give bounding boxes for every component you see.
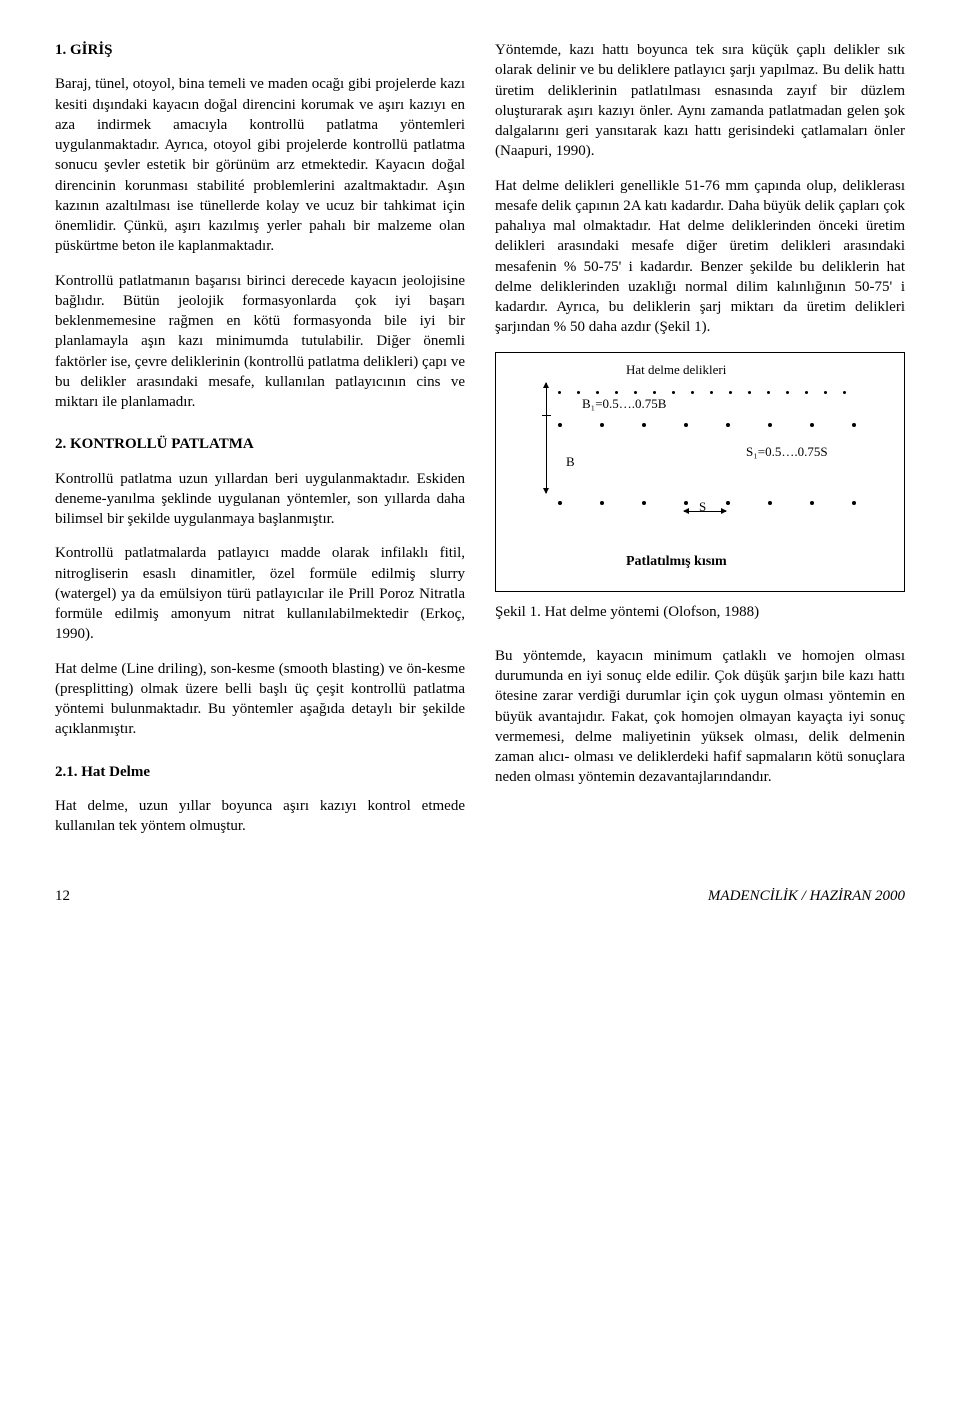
figure-b1-label: B₁=0.5….0.75B [582,395,666,413]
figure-1-caption: Şekil 1. Hat delme yöntemi (Olofson, 198… [495,602,905,622]
paragraph: Baraj, tünel, otoyol, bina temeli ve mad… [55,74,465,256]
figure-B-label: B [566,453,575,471]
section-1-heading: 1. GİRİŞ [55,40,465,60]
paragraph: Kontrollü patlatmanın başarısı birinci d… [55,271,465,413]
paragraph: Hat delme delikleri genellikle 51-76 mm … [495,176,905,338]
hole-row-mid [558,415,894,433]
page-footer: 12 MADENCİLİK / HAZİRAN 2000 [55,886,905,906]
right-column: Yöntemde, kazı hattı boyunca tek sıra kü… [495,40,905,850]
paragraph: Hat delme, uzun yıllar boyunca aşırı kaz… [55,796,465,837]
page-number: 12 [55,886,70,906]
figure-S-label: S [699,498,706,516]
two-column-layout: 1. GİRİŞ Baraj, tünel, otoyol, bina teme… [55,40,905,850]
figure-s1-label: S₁=0.5….0.75S [746,443,828,461]
paragraph: Kontrollü patlatma uzun yıllardan beri u… [55,469,465,530]
section-2-1-heading: 2.1. Hat Delme [55,762,465,782]
vertical-dimension-arrow [546,383,547,493]
paragraph: Kontrollü patlatmalarda patlayıcı madde … [55,543,465,644]
paragraph: Bu yöntemde, kayacın minimum çatlaklı ve… [495,646,905,788]
figure-top-label: Hat delme delikleri [626,361,726,379]
figure-bottom-label: Patlatılmış kısım [626,553,727,572]
journal-name: MADENCİLİK / HAZİRAN 2000 [708,886,905,906]
paragraph: Hat delme (Line driling), son-kesme (smo… [55,659,465,740]
section-2-heading: 2. KONTROLLÜ PATLATMA [55,434,465,454]
figure-1-diagram: Hat delme delikleri B₁=0.5….0.75B S₁=0.5… [495,352,905,592]
left-column: 1. GİRİŞ Baraj, tünel, otoyol, bina teme… [55,40,465,850]
paragraph: Yöntemde, kazı hattı boyunca tek sıra kü… [495,40,905,162]
